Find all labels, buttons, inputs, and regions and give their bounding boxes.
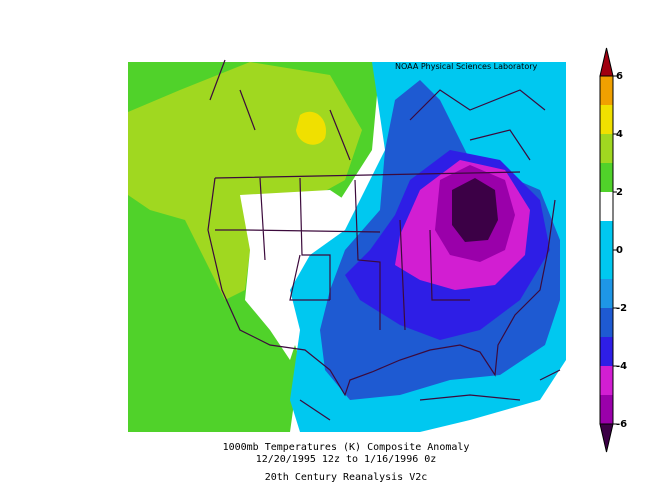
colorbar-tick-label: 2: [616, 187, 623, 198]
colorbar-segment: [600, 134, 613, 163]
colorbar-tick-label: -4: [616, 361, 627, 372]
colorbar-segment: [600, 308, 613, 337]
anomaly-positive-3: [296, 111, 326, 145]
colorbar-segment: [600, 76, 613, 105]
colorbar-segment: [600, 221, 613, 279]
colorbar-segment: [600, 163, 613, 192]
colorbar-segment: [600, 366, 613, 395]
colorbar-segment: [600, 192, 613, 221]
colorbar-tick-label: 6: [616, 71, 623, 82]
colorbar-segment: [600, 279, 613, 308]
colorbar-tick-label: 0: [616, 245, 623, 256]
colorbar-segment: [600, 105, 613, 134]
colorbar-arrow: [599, 423, 614, 453]
colorbar-tick-label: 4: [616, 129, 623, 140]
caption-line: 20th Century Reanalysis V2c: [265, 472, 428, 483]
map-borders: [207, 59, 561, 421]
anomaly-negative-6: [452, 178, 498, 242]
colorbar-tick-label: -2: [616, 303, 627, 314]
caption-line: 12/20/1995 12z to 1/16/1996 0z: [256, 454, 437, 465]
coastline: [207, 171, 556, 397]
anomaly-neutral: [240, 190, 360, 360]
colorbar-tick-label: -6: [616, 419, 627, 430]
colorbar: -6 -4 -2 0 2 4 6: [599, 47, 627, 453]
credit: NOAA Physical Sciences Laboratory: [395, 62, 538, 71]
colorbar-arrow: [599, 47, 614, 77]
colorbar-segment: [600, 395, 613, 424]
caption-line: 1000mb Temperatures (K) Composite Anomal…: [223, 442, 470, 453]
colorbar-segment: [600, 337, 613, 366]
coastline-north: [209, 59, 561, 421]
map-field: [128, 62, 566, 432]
state-lines: [215, 177, 470, 331]
